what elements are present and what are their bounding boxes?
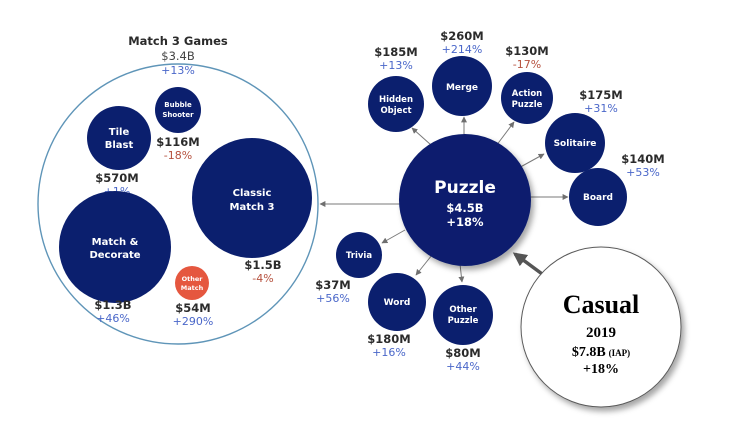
connector-word: [415, 254, 433, 276]
bubble-shooter-label-2: Shooter: [162, 111, 194, 119]
casual-change: +18%: [583, 362, 619, 377]
solitaire-label: Solitaire: [554, 139, 597, 149]
match-decorate-label-1: Match &: [92, 237, 139, 248]
word-label: Word: [384, 298, 411, 308]
tile-blast-label-2: Blast: [105, 140, 134, 151]
board-label: Board: [583, 193, 613, 203]
classic-match3-label-1: Classic: [233, 188, 272, 199]
board-value: $140M: [621, 152, 664, 166]
connector-other-puzzle: [458, 263, 465, 283]
match-decorate-change: +46%: [96, 312, 130, 325]
bubble-classic-match3: [192, 138, 312, 258]
casual-circle: [520, 246, 682, 408]
merge-value: $260M: [440, 29, 483, 43]
puzzle-value: $4.5B: [446, 201, 483, 215]
trivia-change: +56%: [316, 292, 350, 305]
casual-value-line: $7.8B (IAP): [572, 345, 630, 360]
board-change: +53%: [626, 166, 660, 179]
puzzle-change: +18%: [446, 215, 484, 229]
bubble-word: [368, 273, 426, 331]
bubble-other-puzzle: [433, 285, 493, 345]
casual-value-note: (IAP): [609, 348, 631, 358]
bubble-shooter-change: -18%: [164, 149, 192, 162]
match3-title: Match 3 Games: [128, 34, 228, 48]
puzzle-label: Puzzle: [434, 178, 496, 198]
hidden-object-change: +13%: [379, 59, 413, 72]
classic-match3-value: $1.5B: [244, 258, 281, 272]
match3-change: +13%: [161, 64, 195, 77]
bubble-hidden-object: [368, 76, 424, 132]
action-puzzle-value: $130M: [505, 44, 548, 58]
bubble-trivia: [336, 232, 382, 278]
other-match-label-1: Other: [182, 275, 204, 283]
merge-label: Merge: [446, 83, 478, 93]
other-match-value: $54M: [175, 301, 210, 315]
action-puzzle-change: -17%: [513, 58, 541, 71]
bubble-action-puzzle: [501, 72, 553, 124]
hidden-object-value: $185M: [374, 45, 417, 59]
other-match-label-2: Match: [181, 284, 204, 292]
trivia-value: $37M: [315, 278, 350, 292]
bubble-match-decorate: [59, 191, 171, 303]
action-puzzle-label-2: Puzzle: [512, 100, 543, 110]
other-match-change: +290%: [173, 315, 214, 328]
match3-value: $3.4B: [161, 49, 195, 63]
bubble-merge: [432, 56, 492, 116]
action-puzzle-label-1: Action: [512, 89, 543, 99]
word-change: +16%: [372, 346, 406, 359]
tile-blast-value: $570M: [95, 171, 138, 185]
solitaire-change: +31%: [584, 102, 618, 115]
other-puzzle-label-2: Puzzle: [448, 316, 479, 326]
match-decorate-value: $1.3B: [94, 298, 131, 312]
match-decorate-label-2: Decorate: [89, 250, 140, 261]
hidden-object-label-1: Hidden: [379, 95, 413, 105]
bubble-solitaire: [545, 113, 605, 173]
other-puzzle-value: $80M: [445, 346, 480, 360]
trivia-label: Trivia: [346, 251, 372, 261]
casual-value: $7.8B: [572, 345, 606, 360]
hidden-object-label-2: Object: [380, 106, 411, 116]
merge-change: +214%: [442, 43, 483, 56]
tile-blast-label-1: Tile: [109, 127, 130, 138]
casual-year: 2019: [586, 325, 616, 341]
solitaire-value: $175M: [579, 88, 622, 102]
bubble-shooter-label-1: Bubble: [164, 101, 192, 109]
connector-trivia: [381, 229, 406, 244]
other-puzzle-label-1: Other: [449, 305, 477, 315]
classic-match3-label-2: Match 3: [230, 202, 275, 213]
casual-title: Casual: [563, 290, 640, 319]
match3-group-outline: [37, 63, 319, 345]
bubble-puzzle: [399, 134, 531, 266]
bubble-bubble-shooter: [155, 87, 201, 133]
classic-match3-change: -4%: [252, 272, 273, 285]
word-value: $180M: [367, 332, 410, 346]
bubble-tile-blast: [87, 106, 151, 170]
bubble-shooter-value: $116M: [156, 135, 199, 149]
other-puzzle-change: +44%: [446, 360, 480, 373]
bubble-other-match: [175, 266, 209, 300]
bubble-board: [569, 168, 627, 226]
